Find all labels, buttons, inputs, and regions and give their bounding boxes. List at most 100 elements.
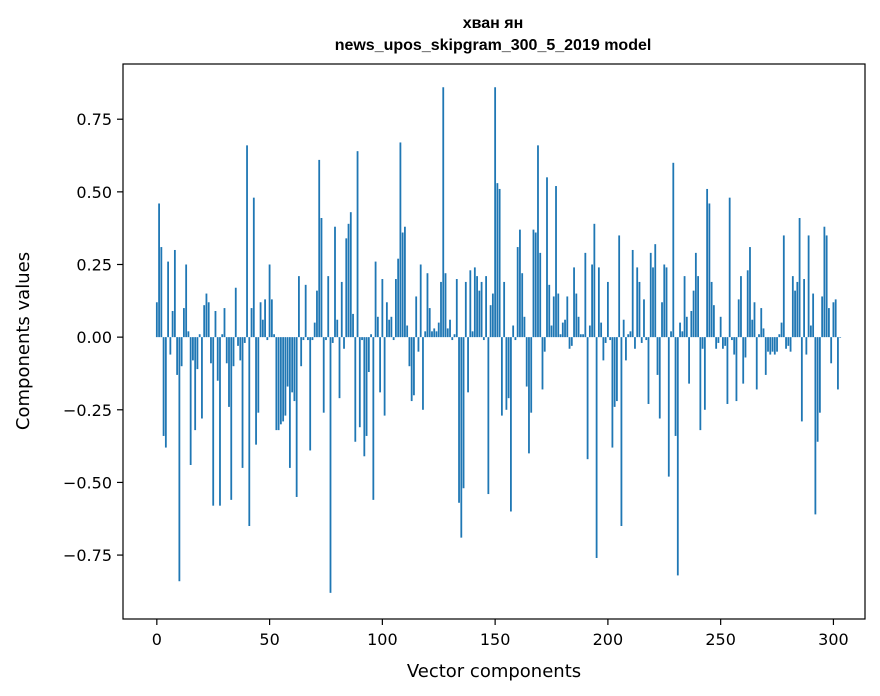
bar-8 <box>173 249 176 338</box>
bar-250 <box>719 316 722 338</box>
bar-214 <box>638 281 641 338</box>
bar-182 <box>566 296 569 338</box>
bar-180 <box>561 322 564 338</box>
x-axis-label: Vector components <box>407 661 581 682</box>
bar-38 <box>241 337 244 468</box>
bar-59 <box>288 337 291 468</box>
bar-283 <box>794 290 796 338</box>
bar-48 <box>264 299 266 338</box>
bar-37 <box>239 337 242 361</box>
bar-34 <box>232 337 235 367</box>
bar-289 <box>807 235 810 338</box>
bar-155 <box>505 337 508 410</box>
bar-89 <box>356 151 359 338</box>
x-tick-label-6: 300 <box>818 630 849 649</box>
bar-271 <box>767 337 769 352</box>
y-tick-label-1: −0.50 <box>63 473 112 492</box>
bar-191 <box>586 337 589 460</box>
bar-120 <box>426 273 429 338</box>
bar-213 <box>636 267 639 338</box>
bar-211 <box>631 249 634 338</box>
y-tick-label-4: 0.25 <box>76 255 112 274</box>
bar-55 <box>279 337 282 425</box>
bar-82 <box>340 281 343 338</box>
bar-298 <box>828 308 830 338</box>
bar-247 <box>712 305 715 338</box>
bar-142 <box>476 276 478 338</box>
bar-112 <box>408 337 411 367</box>
bar-10 <box>178 337 181 582</box>
bar-231 <box>676 337 679 576</box>
bar-254 <box>728 197 731 338</box>
bar-235 <box>685 316 688 338</box>
bar-232 <box>679 322 681 338</box>
bar-49 <box>266 337 269 341</box>
bar-165 <box>528 337 530 454</box>
x-tick-label-5: 250 <box>705 630 736 649</box>
bar-256 <box>733 337 736 355</box>
bar-240 <box>697 276 699 338</box>
y-axis-ticks: −0.75 −0.50 −0.25 0.00 0.25 0.50 0.75 <box>63 110 123 565</box>
bar-81 <box>338 337 341 399</box>
bar-125 <box>437 322 440 338</box>
bar-198 <box>602 337 605 361</box>
bar-121 <box>428 308 431 338</box>
bar-129 <box>446 328 449 338</box>
bar-286 <box>800 337 803 422</box>
bar-301 <box>834 299 837 338</box>
bar-53 <box>275 337 278 431</box>
bar-262 <box>746 270 749 338</box>
x-tick-label-4: 200 <box>593 630 624 649</box>
bar-259 <box>740 276 742 338</box>
bar-174 <box>548 284 551 338</box>
bar-173 <box>546 177 548 338</box>
bar-40 <box>246 145 248 338</box>
bar-192 <box>588 325 591 338</box>
bar-75 <box>325 337 327 341</box>
bar-0 <box>155 302 158 338</box>
bar-101 <box>383 337 386 416</box>
bar-244 <box>706 188 709 338</box>
bar-219 <box>649 252 652 338</box>
bar-220 <box>652 267 654 338</box>
bar-278 <box>782 235 785 338</box>
bar-263 <box>749 247 751 338</box>
y-tick-label-0: −0.75 <box>63 546 112 565</box>
bar-119 <box>424 331 427 338</box>
bar-39 <box>243 337 246 343</box>
bar-148 <box>489 305 492 338</box>
y-tick-label-6: 0.75 <box>76 110 112 129</box>
bar-67 <box>307 337 309 341</box>
bar-170 <box>539 252 542 338</box>
bar-276 <box>778 334 781 338</box>
bar-269 <box>762 328 765 338</box>
bar-114 <box>413 337 415 396</box>
bar-27 <box>216 337 219 381</box>
bar-30 <box>223 308 226 338</box>
bar-285 <box>798 218 801 338</box>
bar-139 <box>469 270 472 338</box>
bar-189 <box>582 334 584 338</box>
x-tick-label-3: 150 <box>480 630 511 649</box>
bar-153 <box>500 337 503 416</box>
bar-172 <box>543 337 546 352</box>
x-tick-label-1: 50 <box>259 630 279 649</box>
bar-86 <box>349 212 352 338</box>
bar-21 <box>203 305 206 338</box>
bar-274 <box>773 337 776 355</box>
bar-149 <box>491 293 494 338</box>
bar-196 <box>597 267 600 338</box>
bar-87 <box>352 313 354 338</box>
bar-1 <box>158 203 160 338</box>
bar-135 <box>460 337 463 538</box>
bar-73 <box>320 218 323 338</box>
bar-3 <box>162 337 165 436</box>
bar-185 <box>573 267 575 338</box>
bar-35 <box>234 287 237 338</box>
bar-92 <box>363 337 366 457</box>
bar-111 <box>406 325 409 338</box>
bar-56 <box>282 337 285 422</box>
bar-57 <box>284 337 287 416</box>
bar-19 <box>198 334 201 338</box>
bar-242 <box>701 337 704 349</box>
